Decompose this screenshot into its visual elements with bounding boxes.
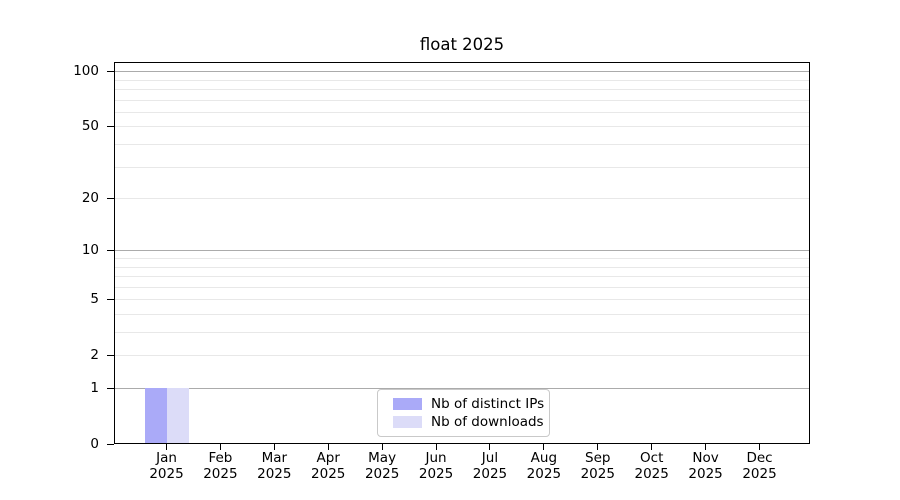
x-tick-label: Nov 2025 <box>674 450 738 482</box>
legend-swatch <box>393 398 422 410</box>
x-tick-label: Apr 2025 <box>296 450 360 482</box>
x-tick-year: 2025 <box>688 465 723 482</box>
gridline-minor <box>115 166 809 168</box>
x-tick-year: 2025 <box>311 465 346 482</box>
x-tick-year: 2025 <box>580 465 615 482</box>
x-tick-label: Feb 2025 <box>188 450 252 482</box>
x-tick-year: 2025 <box>364 465 400 482</box>
x-tick-month: Jan <box>156 450 177 466</box>
y-tick-label: 5 <box>90 290 99 307</box>
x-tick-mark <box>435 444 437 450</box>
gridline-major <box>115 250 809 252</box>
x-tick-year: 2025 <box>742 465 777 482</box>
y-tick-label: 20 <box>81 189 99 206</box>
x-tick-year: 2025 <box>418 465 454 482</box>
gridline-minor <box>115 258 809 259</box>
legend-label: Nb of distinct IPs <box>431 396 545 412</box>
y-tick-label: 0 <box>90 435 99 452</box>
x-tick-year: 2025 <box>634 465 669 482</box>
y-tick-label: 1 <box>90 379 99 396</box>
legend: Nb of distinct IPs Nb of downloads <box>377 389 550 437</box>
gridline-minor <box>115 286 809 288</box>
x-tick-mark <box>489 444 491 450</box>
x-tick-label: Dec 2025 <box>728 450 792 482</box>
y-tick-label: 10 <box>81 241 99 258</box>
x-tick-mark <box>705 444 707 450</box>
y-tick-mark <box>107 197 114 199</box>
x-tick-month: Nov <box>692 450 719 466</box>
bar-distinct-ips <box>144 388 167 443</box>
x-tick-mark <box>543 444 545 450</box>
gridline-minor <box>115 99 809 101</box>
x-tick-mark <box>219 444 221 450</box>
x-tick-month: Apr <box>316 450 340 466</box>
legend-row: Nb of distinct IPs <box>386 395 545 413</box>
chart-title: float 2025 <box>419 35 505 54</box>
gridline-minor <box>115 198 809 200</box>
y-tick-mark <box>107 70 114 72</box>
y-tick-mark <box>107 125 114 127</box>
x-tick-year: 2025 <box>472 465 508 482</box>
gridline-minor <box>115 355 809 357</box>
x-tick-label: Jun 2025 <box>404 450 468 482</box>
gridline-major <box>115 388 809 389</box>
x-tick-month: Jul <box>481 450 499 466</box>
x-tick-label: Jul 2025 <box>458 450 522 482</box>
x-tick-month: Aug <box>530 450 558 466</box>
y-tick-mark <box>107 249 114 251</box>
gridline-minor <box>115 111 809 113</box>
x-tick-mark <box>327 444 329 450</box>
y-tick-mark <box>107 443 114 445</box>
x-tick-mark <box>273 444 275 450</box>
x-tick-month: Feb <box>208 450 233 466</box>
gridline-minor <box>115 332 809 334</box>
x-tick-year: 2025 <box>203 465 238 482</box>
x-tick-mark <box>759 444 760 450</box>
gridline-minor <box>115 126 809 128</box>
x-tick-label: Jan 2025 <box>135 450 199 482</box>
x-tick-mark <box>597 444 599 450</box>
x-tick-month: Jun <box>425 450 447 466</box>
gridline-minor <box>115 89 809 91</box>
x-tick-year: 2025 <box>257 465 292 482</box>
gridline-minor <box>115 276 809 278</box>
x-tick-label: May 2025 <box>350 450 414 482</box>
plot-area: Nb of distinct IPs Nb of downloads <box>114 62 810 444</box>
x-tick-label: Oct 2025 <box>620 450 684 482</box>
gridline-minor <box>115 299 809 301</box>
legend-label: Nb of downloads <box>431 414 544 430</box>
y-tick-mark <box>107 354 114 356</box>
y-tick-label: 2 <box>90 346 99 363</box>
y-tick-mark <box>107 298 114 300</box>
y-tick-label: 50 <box>81 117 99 134</box>
x-tick-label: Aug 2025 <box>512 450 576 482</box>
x-tick-month: May <box>368 450 397 466</box>
x-tick-label: Sep 2025 <box>566 450 630 482</box>
gridline-minor <box>115 266 809 268</box>
legend-row: Nb of downloads <box>386 413 544 431</box>
x-tick-label: Mar 2025 <box>242 450 306 482</box>
gridline-minor <box>115 79 809 81</box>
x-tick-year: 2025 <box>149 465 184 482</box>
x-tick-month: Oct <box>640 450 664 466</box>
x-tick-mark <box>381 444 383 450</box>
x-tick-month: Mar <box>261 450 288 466</box>
gridline-minor <box>115 144 809 146</box>
x-tick-mark <box>166 444 167 450</box>
gridline-minor <box>115 313 809 315</box>
y-tick-label: 100 <box>73 62 99 79</box>
x-tick-mark <box>651 444 653 450</box>
x-tick-month: Dec <box>746 450 773 466</box>
bar-downloads <box>166 388 189 443</box>
gridline-major <box>115 71 809 73</box>
x-tick-month: Sep <box>585 450 611 466</box>
y-tick-mark <box>107 387 114 389</box>
x-tick-year: 2025 <box>526 465 562 482</box>
legend-swatch <box>393 416 422 428</box>
